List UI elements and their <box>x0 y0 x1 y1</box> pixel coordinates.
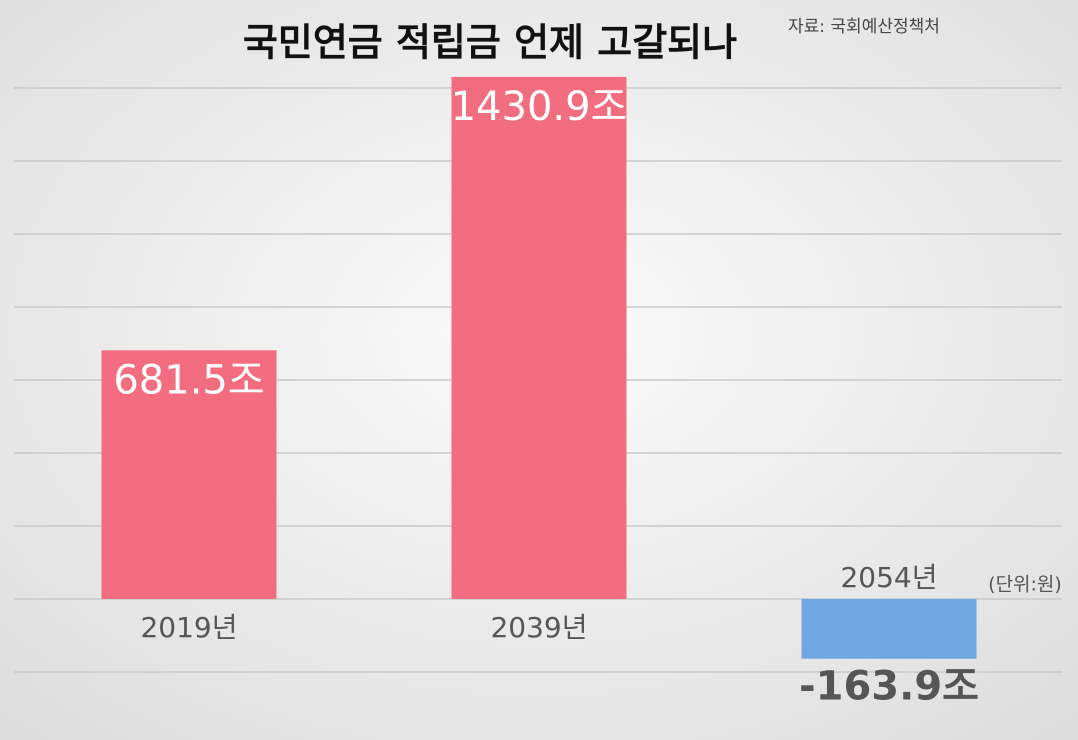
x-tick-label: 2019년 <box>140 611 237 644</box>
value-label: 1430.9조 <box>451 84 628 130</box>
source: 자료: 국회예산정책처 <box>788 17 940 37</box>
bar <box>101 350 277 599</box>
x-tick-label: 2054년 <box>840 561 937 594</box>
bar <box>801 598 977 659</box>
value-label: -163.9조 <box>799 664 979 710</box>
chart-title: 국민연금 적립금 언제 고갈되나 <box>243 21 737 65</box>
x-tick-label: 2039년 <box>490 611 587 644</box>
unit-note: (단위:원) <box>988 574 1062 596</box>
value-label: 681.5조 <box>113 357 264 403</box>
bar <box>451 76 627 599</box>
